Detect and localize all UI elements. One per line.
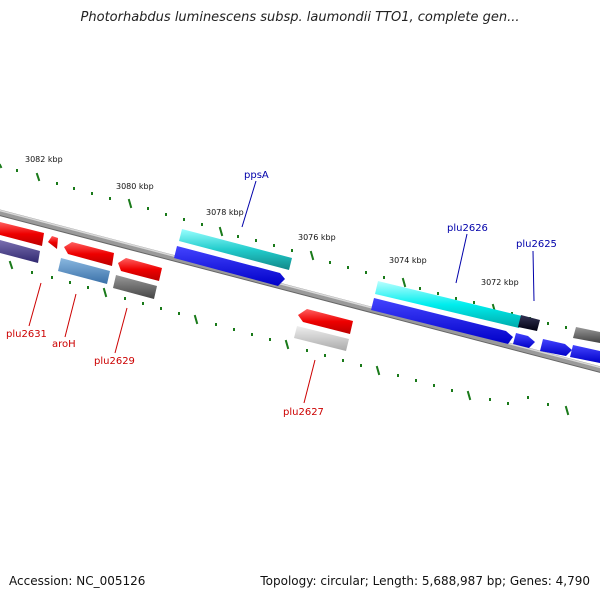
label-aroH[interactable]: aroH (52, 339, 76, 350)
gene-plu2626[interactable] (375, 281, 522, 328)
cds-plu2629[interactable] (118, 258, 162, 281)
cds-plu2623[interactable] (570, 345, 600, 363)
cds-ppsA[interactable] (174, 246, 285, 286)
gene-edge-left[interactable] (0, 240, 40, 263)
scale-label-3082: 3082 kbp (25, 155, 63, 164)
label-plu2626[interactable]: plu2626 (447, 223, 488, 234)
gene-plu2629[interactable] (113, 275, 157, 299)
genome-summary-text: Topology: circular; Length: 5,688,987 bp… (260, 574, 590, 588)
label-ppsA[interactable]: ppsA (244, 170, 269, 181)
label-plu2625[interactable]: plu2625 (516, 239, 557, 250)
cds-plu2631[interactable] (0, 222, 44, 246)
forward-strand (0, 229, 600, 363)
cds-plu2625[interactable] (513, 333, 535, 348)
label-leaders (28, 180, 535, 404)
label-plu2629[interactable]: plu2629 (94, 356, 135, 367)
outer-tick-ring (0, 163, 588, 340)
label-plu2631[interactable]: plu2631 (6, 329, 47, 340)
cds-plu2624[interactable] (540, 339, 572, 356)
scale-label-3076: 3076 kbp (298, 233, 336, 242)
accession-text: Accession: NC_005126 (9, 574, 146, 588)
gene-aroH[interactable] (58, 258, 110, 284)
gene-plu2627[interactable] (294, 326, 349, 351)
scale-label-3080: 3080 kbp (116, 182, 154, 191)
gene-plu2623[interactable] (573, 327, 600, 343)
reverse-strand (0, 222, 353, 351)
cds-plu2626[interactable] (371, 298, 513, 344)
gene-plu2625[interactable] (518, 315, 540, 331)
inner-tick-ring (8, 260, 570, 416)
scale-label-3078: 3078 kbp (206, 208, 244, 217)
map-title: Photorhabdus luminescens subsp. laumondi… (80, 10, 520, 25)
scale-label-3072: 3072 kbp (481, 278, 519, 287)
gene-ppsA[interactable] (179, 229, 292, 270)
cds-plu2627[interactable] (298, 309, 353, 334)
scale-label-3074: 3074 kbp (389, 256, 427, 265)
cds-plu2630[interactable] (64, 242, 114, 266)
cds-aroH[interactable] (48, 236, 58, 249)
label-plu2627[interactable]: plu2627 (283, 407, 324, 418)
